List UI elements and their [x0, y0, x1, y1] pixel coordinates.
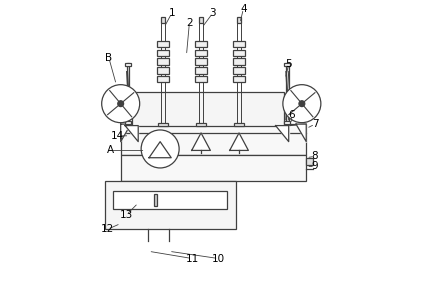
Bar [233, 67, 245, 73]
Bar [194, 76, 207, 82]
Bar [157, 41, 170, 47]
Text: 13: 13 [120, 210, 133, 220]
Bar [157, 76, 170, 82]
Bar [161, 17, 165, 23]
Text: 4: 4 [240, 4, 247, 14]
Bar [132, 92, 284, 126]
Bar [157, 67, 170, 73]
Text: 3: 3 [210, 8, 216, 18]
Bar [154, 194, 157, 206]
Bar [199, 17, 203, 23]
Bar [158, 123, 168, 126]
Bar [120, 155, 306, 181]
Polygon shape [149, 142, 171, 158]
Bar [194, 58, 207, 65]
Bar [306, 158, 313, 165]
Circle shape [299, 101, 305, 106]
Bar [196, 123, 206, 126]
Bar [105, 181, 236, 229]
Polygon shape [296, 124, 306, 142]
Bar [234, 123, 244, 126]
Text: 14: 14 [111, 131, 124, 141]
Circle shape [283, 85, 321, 123]
Circle shape [102, 85, 140, 123]
Text: 1: 1 [168, 8, 175, 18]
Bar [157, 50, 170, 56]
Text: B: B [105, 53, 113, 63]
Text: 7: 7 [312, 119, 319, 129]
Bar [233, 50, 245, 56]
Text: 2: 2 [186, 18, 193, 28]
Bar [284, 63, 290, 66]
Bar [125, 63, 131, 66]
Text: 10: 10 [212, 253, 225, 263]
Circle shape [118, 101, 124, 106]
Text: 5: 5 [285, 59, 292, 69]
Bar [127, 63, 129, 126]
Bar [113, 191, 227, 209]
Bar [237, 17, 241, 23]
Bar [157, 58, 170, 65]
Bar [194, 67, 207, 73]
Polygon shape [120, 124, 131, 142]
Polygon shape [276, 126, 289, 142]
Text: 9: 9 [312, 161, 319, 171]
Circle shape [141, 130, 179, 168]
Polygon shape [154, 133, 172, 150]
Polygon shape [229, 133, 249, 150]
Text: 8: 8 [312, 151, 319, 161]
Text: 12: 12 [101, 224, 114, 234]
Bar [233, 41, 245, 47]
Bar [286, 63, 289, 126]
Bar [125, 121, 131, 124]
Bar [120, 124, 306, 155]
Bar [233, 76, 245, 82]
Bar [284, 121, 290, 124]
Polygon shape [192, 133, 210, 150]
Bar [194, 41, 207, 47]
Text: 6: 6 [288, 110, 295, 120]
Polygon shape [125, 126, 138, 142]
Bar [194, 50, 207, 56]
Bar [233, 58, 245, 65]
Text: A: A [107, 145, 114, 155]
Text: 11: 11 [186, 253, 199, 263]
